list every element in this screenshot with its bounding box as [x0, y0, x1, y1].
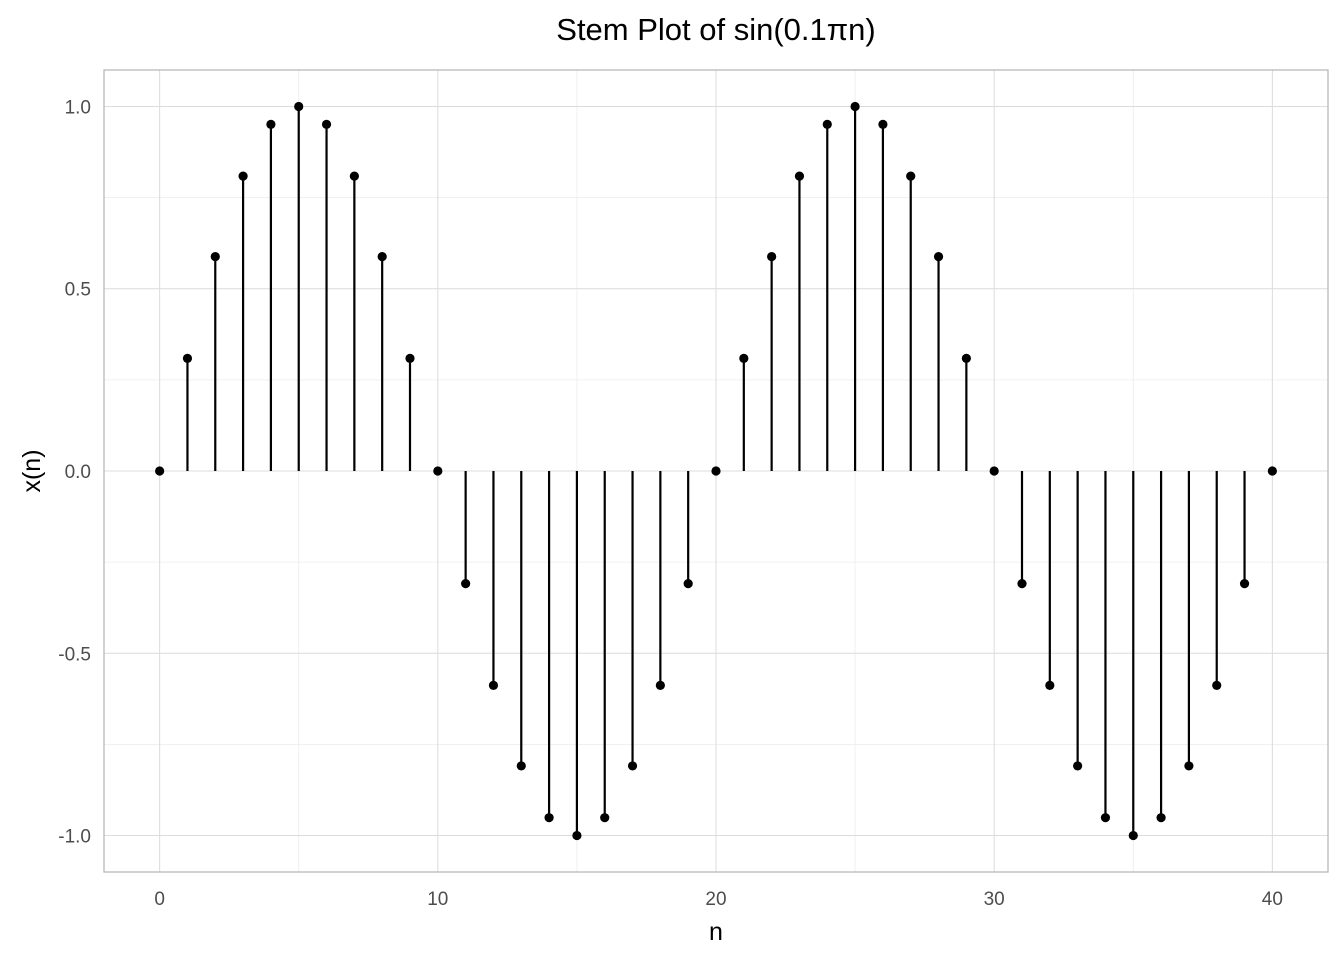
data-point — [1073, 761, 1083, 771]
data-point — [294, 101, 304, 112]
x-tick-label: 10 — [427, 889, 448, 910]
y-tick-label: 1.0 — [65, 97, 91, 118]
data-point — [850, 101, 860, 112]
data-point — [794, 171, 805, 181]
data-point — [989, 466, 999, 476]
x-axis-title: n — [709, 918, 723, 946]
data-point — [433, 466, 443, 476]
data-point — [1156, 813, 1166, 823]
data-point — [961, 353, 971, 363]
data-point — [516, 761, 526, 771]
data-point — [155, 466, 165, 476]
x-tick-label: 20 — [705, 889, 726, 910]
data-point — [377, 252, 387, 262]
data-point — [1184, 761, 1194, 771]
data-point — [1212, 680, 1222, 690]
y-tick-label: -1.0 — [58, 827, 91, 848]
data-point — [461, 579, 471, 589]
data-point — [321, 119, 332, 129]
data-point — [1239, 579, 1250, 589]
data-point — [1045, 680, 1055, 690]
points — [155, 101, 1277, 841]
data-point — [933, 252, 944, 262]
data-point — [544, 813, 554, 823]
data-point — [655, 680, 665, 690]
data-point — [488, 680, 499, 690]
data-point — [182, 353, 193, 363]
data-point — [266, 119, 276, 129]
data-point — [1100, 813, 1111, 823]
data-point — [822, 119, 832, 129]
data-point — [739, 353, 749, 363]
chart-title: Stem Plot of sin(0.1πn) — [556, 12, 875, 47]
y-tick-label: -0.5 — [58, 644, 91, 665]
stems — [186, 106, 1246, 836]
y-tick-label: 0.0 — [65, 462, 91, 483]
y-axis-title: x(n) — [18, 449, 46, 492]
data-point — [572, 830, 582, 841]
data-point — [238, 171, 248, 181]
data-point — [711, 466, 721, 476]
data-point — [405, 353, 415, 363]
data-point — [878, 119, 888, 129]
data-point — [1267, 466, 1277, 476]
plot-panel — [103, 69, 1329, 873]
data-point — [600, 813, 610, 823]
x-tick-label: 30 — [984, 889, 1005, 910]
data-point — [683, 579, 693, 589]
x-tick-label: 0 — [154, 889, 165, 910]
y-tick-label: 0.5 — [65, 280, 91, 301]
data-point — [627, 761, 638, 771]
y-axis-ticks: 1.0 0.5 0.0 -0.5 -1.0 — [58, 97, 91, 847]
x-tick-label: 40 — [1262, 889, 1283, 910]
data-point — [767, 252, 777, 262]
x-axis-ticks: 0 10 20 30 40 — [154, 889, 1283, 910]
data-point — [210, 252, 220, 262]
data-point — [1128, 830, 1138, 841]
data-point — [1017, 579, 1027, 589]
data-point — [349, 171, 359, 181]
data-point — [906, 171, 916, 181]
